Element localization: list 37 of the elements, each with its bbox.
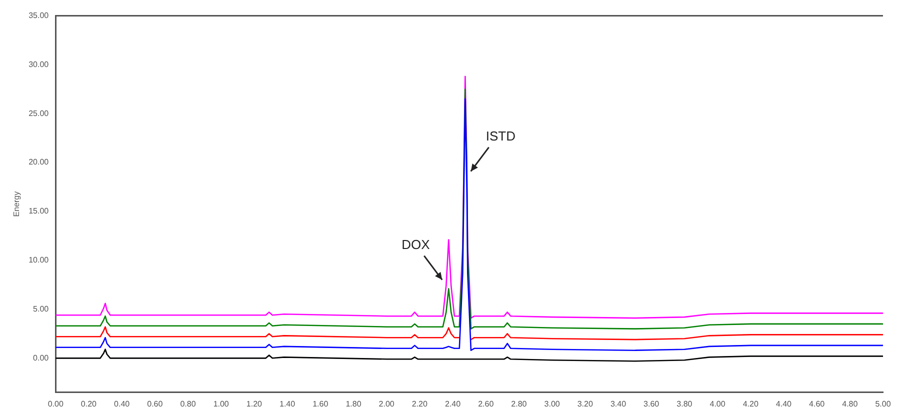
y-tick-label: 5.00 <box>33 304 50 314</box>
x-tick-label: 2.00 <box>378 399 395 408</box>
x-tick-label: 2.80 <box>511 399 528 408</box>
x-tick-label: 2.40 <box>444 399 462 408</box>
x-tick-label: 1.20 <box>246 399 263 408</box>
x-tick-label: 4.00 <box>710 399 726 408</box>
x-tick-label: 0.40 <box>114 399 130 408</box>
x-tick-label: 3.40 <box>610 399 627 408</box>
x-tick-label: 1.80 <box>346 399 362 408</box>
x-tick-label: 0.00 <box>48 399 64 408</box>
y-tick-label: 20.00 <box>28 158 50 167</box>
x-tick-label: 2.60 <box>478 399 494 408</box>
x-tick-label: 1.60 <box>312 399 329 408</box>
x-tick-label: 5.00 <box>875 399 892 408</box>
annotation: DOX <box>402 236 430 252</box>
x-tick-label: 4.20 <box>742 399 759 408</box>
y-tick-label: 30.00 <box>28 60 50 69</box>
x-tick-label: 3.00 <box>544 399 560 408</box>
x-tick-label: 3.80 <box>676 399 693 408</box>
x-tick-label: 3.60 <box>644 399 660 408</box>
y-tick-label: 10.00 <box>28 256 50 265</box>
x-tick-label: 1.40 <box>279 399 296 408</box>
annotation: ISTD <box>486 128 516 144</box>
x-tick-label: 0.20 <box>80 399 98 408</box>
x-tick-label: 2.20 <box>412 399 428 408</box>
y-tick-label: 25.00 <box>28 108 50 118</box>
y-axis-title: Energy <box>12 191 22 217</box>
x-tick-label: 3.20 <box>577 399 594 408</box>
y-tick-label: 35.00 <box>28 11 50 20</box>
x-tick-label: 4.40 <box>776 399 792 408</box>
x-tick-label: 0.80 <box>180 399 196 408</box>
x-tick-label: 0.60 <box>147 399 164 408</box>
y-tick-label: 0.00 <box>33 353 50 362</box>
y-tick-label: 15.00 <box>28 206 50 216</box>
x-tick-label: 4.60 <box>809 399 826 408</box>
x-tick-label: 4.80 <box>842 399 858 408</box>
x-tick-label: 1.00 <box>213 399 230 408</box>
